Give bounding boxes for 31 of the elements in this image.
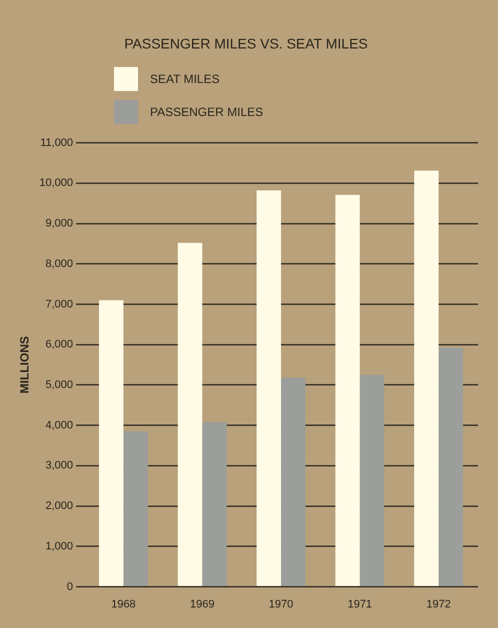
y-tick-label: 3,000	[46, 460, 74, 472]
bar	[123, 431, 148, 586]
legend-label: PASSENGER MILES	[150, 104, 264, 118]
x-tick-label: 1969	[190, 598, 214, 610]
bar	[178, 242, 202, 586]
y-tick-label: 7,000	[46, 298, 74, 310]
bar	[202, 422, 227, 586]
chart-title: PASSENGER MILES VS. SEAT MILES	[124, 35, 368, 52]
x-tick-label: 1971	[348, 598, 372, 610]
bar	[99, 300, 124, 586]
y-tick-label: 11,000	[40, 136, 74, 149]
y-tick-label: 4,000	[46, 419, 74, 432]
bar	[335, 194, 360, 586]
y-tick-label: 9,000	[46, 218, 74, 230]
y-tick-label: 2,000	[46, 500, 74, 512]
y-tick-label: 0	[66, 580, 74, 593]
legend-label: SEAT MILES	[150, 72, 220, 86]
y-tick-label: 6,000	[46, 338, 74, 351]
y-tick-label: 10,000	[39, 177, 74, 190]
y-tick-label: 5,000	[46, 379, 74, 392]
x-tick-label: 1968	[111, 598, 136, 610]
bar	[438, 347, 464, 586]
x-tick-label: 1970	[268, 598, 294, 610]
y-tick-label: 8,000	[46, 258, 74, 270]
bar	[256, 190, 282, 586]
y-tick-label: 1,000	[46, 540, 74, 552]
bar	[360, 374, 384, 586]
y-axis-title: MILLIONS	[18, 336, 32, 394]
bar	[414, 170, 439, 586]
bar	[281, 378, 306, 586]
x-tick-label: 1972	[426, 598, 451, 610]
